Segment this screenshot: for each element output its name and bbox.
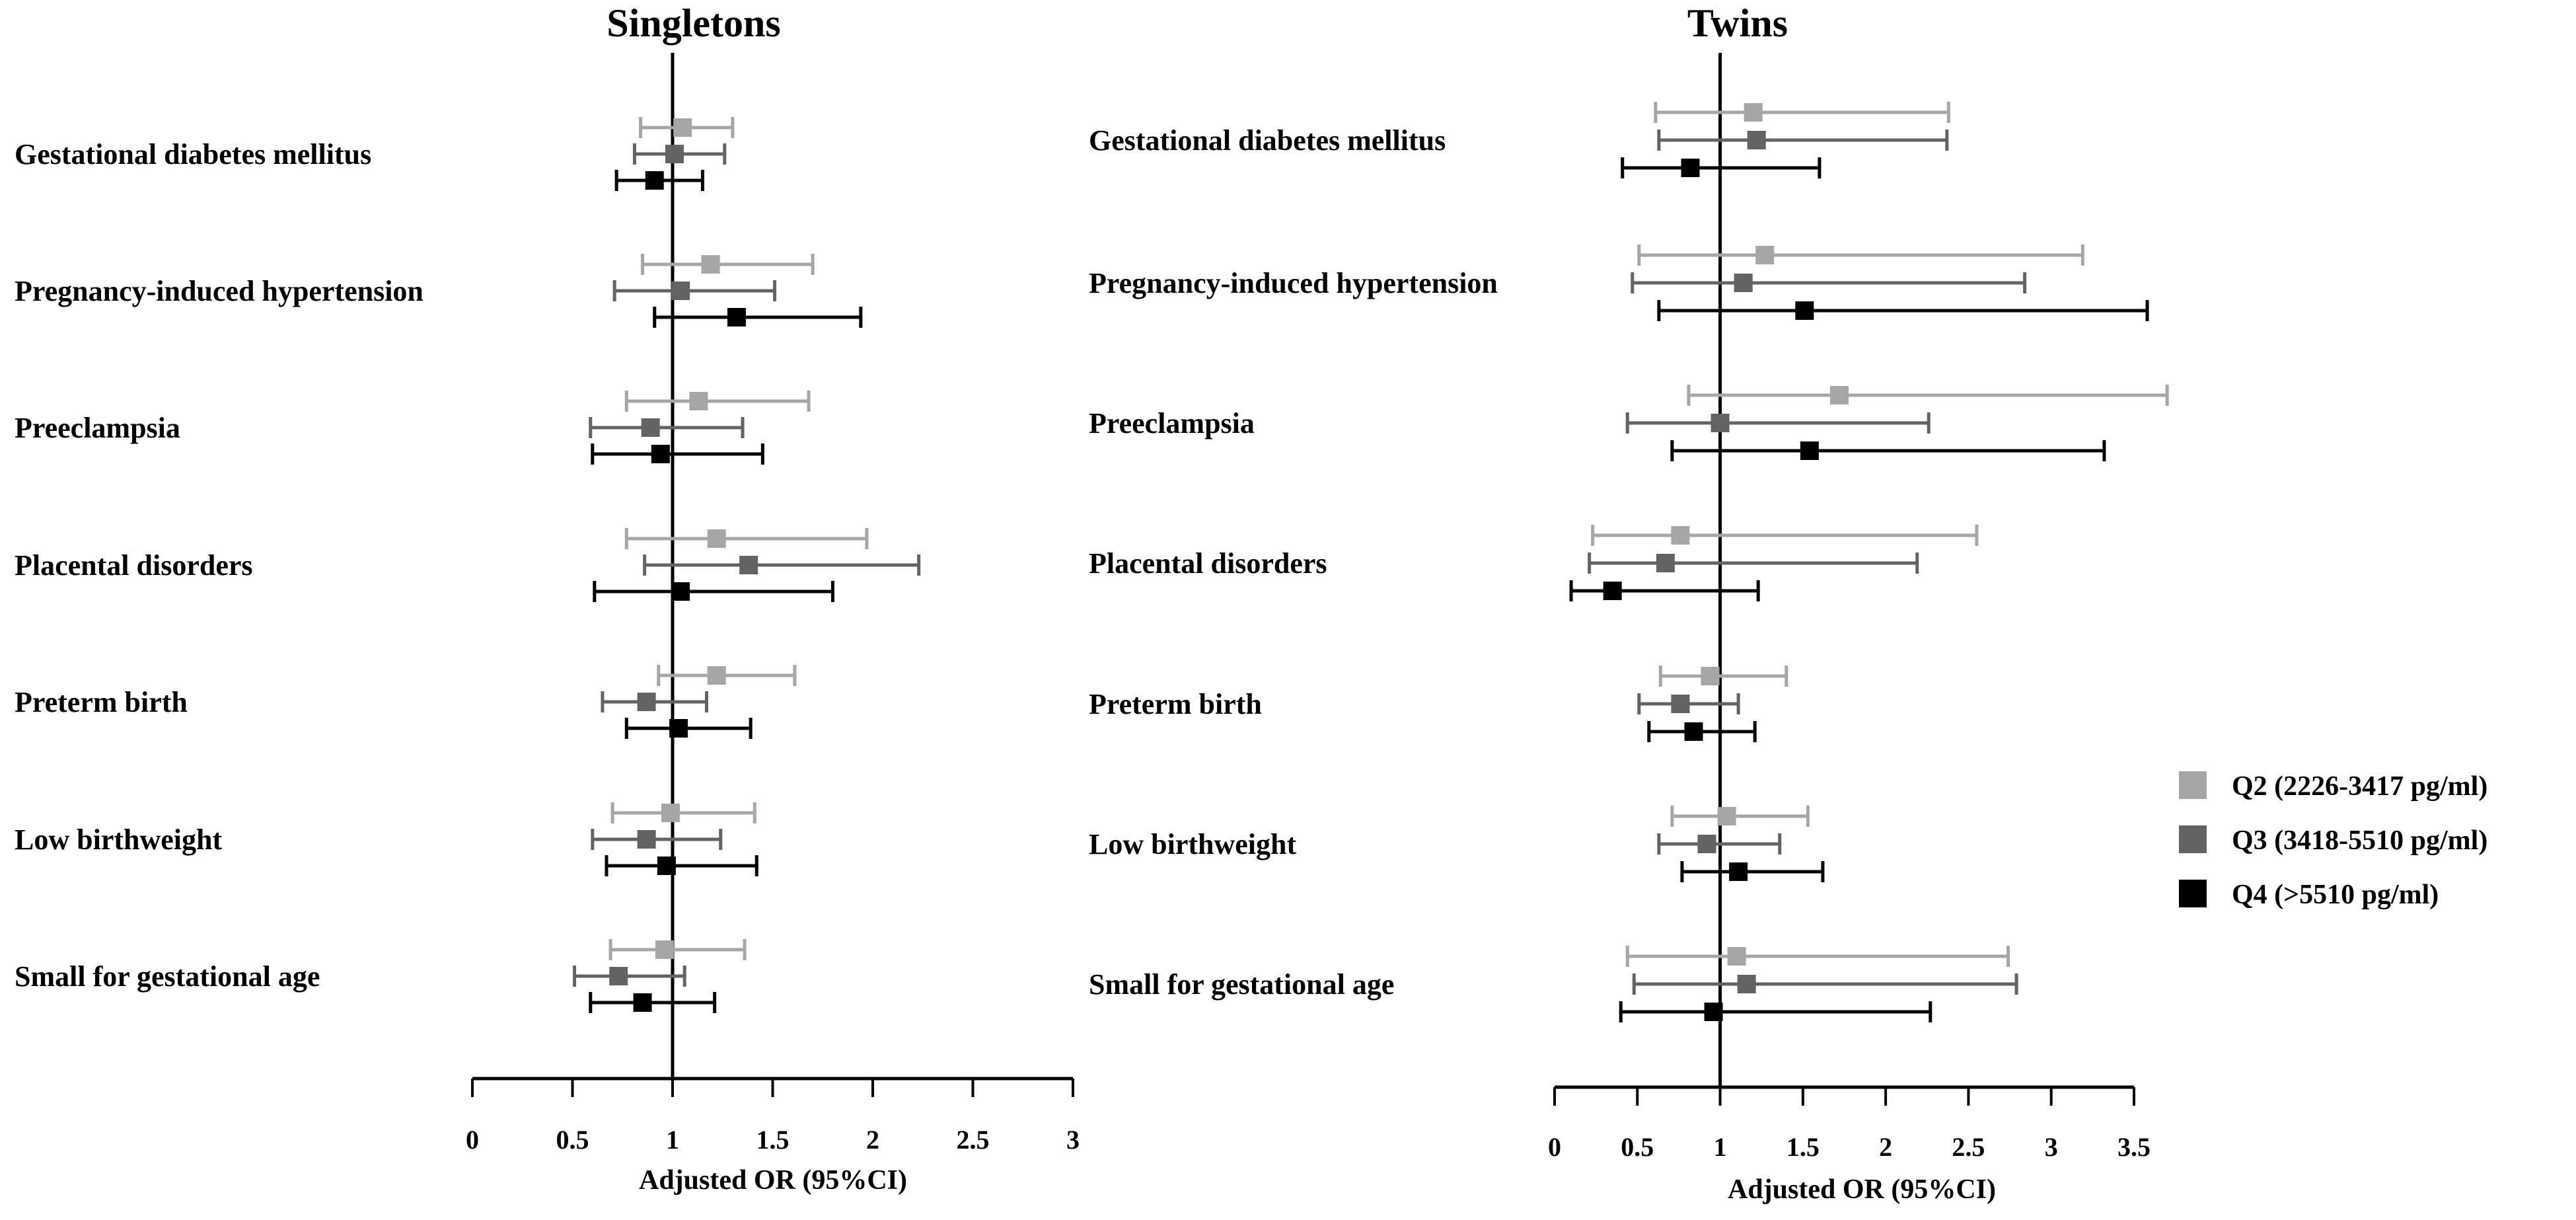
category-label-pregnancy-induced-hypertension: Pregnancy-induced hypertension xyxy=(15,275,423,307)
q3-low-birthweight-or-point xyxy=(637,830,656,849)
q4-gestational-diabetes-mellitus-or-point xyxy=(645,171,664,190)
x-tick-label: 2 xyxy=(866,1125,879,1155)
x-tick-label: 1 xyxy=(666,1125,679,1155)
q2-low-birthweight-or-point xyxy=(1717,807,1736,825)
q4-pregnancy-induced-hypertension-or-point xyxy=(727,308,746,326)
q2-low-birthweight-or-point xyxy=(661,804,680,822)
legend-swatch-q3 xyxy=(2179,825,2207,853)
q4-preterm-birth-or-point xyxy=(669,719,688,738)
category-label-gestational-diabetes-mellitus: Gestational diabetes mellitus xyxy=(1089,124,1446,157)
q4-preterm-birth-or-point xyxy=(1684,722,1703,741)
q3-low-birthweight-or-point xyxy=(1697,835,1716,853)
q4-small-for-gestational-age-or-point xyxy=(1704,1003,1723,1021)
legend-swatch-q4 xyxy=(2179,880,2207,907)
q3-pregnancy-induced-hypertension-or-point xyxy=(1734,274,1753,292)
x-tick-label: 0 xyxy=(466,1125,479,1155)
q3-gestational-diabetes-mellitus-or-point xyxy=(665,145,684,163)
category-label-preeclampsia: Preeclampsia xyxy=(15,412,180,444)
q3-small-for-gestational-age-or-point xyxy=(1737,975,1756,993)
q4-preeclampsia-or-point xyxy=(651,445,670,463)
category-label-low-birthweight: Low birthweight xyxy=(15,823,222,856)
q4-gestational-diabetes-mellitus-or-point xyxy=(1681,159,1700,177)
legend: Q2 (2226-3417 pg/ml) Q3 (3418-5510 pg/ml)… xyxy=(2179,771,2487,910)
x-tick-label: 3 xyxy=(1066,1125,1080,1155)
q3-pregnancy-induced-hypertension-or-point xyxy=(671,282,690,300)
singletons-panel: Singletons Gestational diabetes mellitus P… xyxy=(15,1,1080,1196)
x-tick-label: 2.5 xyxy=(957,1125,990,1155)
x-tick-label: 1.5 xyxy=(1786,1132,1820,1162)
category-label-preeclampsia: Preeclampsia xyxy=(1089,407,1255,439)
x-tick-label: 3 xyxy=(2045,1132,2058,1162)
x-tick-label: 1.5 xyxy=(756,1125,790,1155)
q4-preeclampsia-or-point xyxy=(1800,441,1819,460)
category-label-pregnancy-induced-hypertension: Pregnancy-induced hypertension xyxy=(1089,267,1498,299)
q3-preterm-birth-or-point xyxy=(1671,695,1690,713)
q3-placental-disorders-or-point xyxy=(739,556,758,574)
q3-placental-disorders-or-point xyxy=(1656,554,1675,572)
panel-title: Twins xyxy=(1687,1,1788,45)
q4-placental-disorders-or-point xyxy=(671,582,690,601)
q4-low-birthweight-or-point xyxy=(657,857,676,875)
legend-label-q4: Q4 (>5510 pg/ml) xyxy=(2232,880,2439,910)
q2-gestational-diabetes-mellitus-or-point xyxy=(673,118,692,137)
x-tick-label: 3.5 xyxy=(2117,1132,2151,1162)
q3-small-for-gestational-age-or-point xyxy=(609,967,628,985)
legend-swatch-q2 xyxy=(2179,771,2207,799)
q2-small-for-gestational-age-or-point xyxy=(655,940,674,959)
category-label-small-for-gestational-age: Small for gestational age xyxy=(15,960,320,993)
q2-placental-disorders-or-point xyxy=(707,529,726,548)
q2-placental-disorders-or-point xyxy=(1671,526,1690,545)
x-tick-label: 0.5 xyxy=(556,1125,589,1155)
panel-title: Singletons xyxy=(607,1,780,45)
q2-pregnancy-induced-hypertension-or-point xyxy=(1755,246,1775,264)
category-label-gestational-diabetes-mellitus: Gestational diabetes mellitus xyxy=(15,138,371,171)
q4-small-for-gestational-age-or-point xyxy=(633,993,652,1012)
twins-panel: Twins Gestational diabetes mellitus Pregna… xyxy=(1089,1,2169,1205)
q2-preterm-birth-or-point xyxy=(707,666,726,685)
q2-gestational-diabetes-mellitus-or-point xyxy=(1744,103,1763,122)
q3-gestational-diabetes-mellitus-or-point xyxy=(1747,131,1766,149)
category-label-placental-disorders: Placental disorders xyxy=(15,549,253,582)
q2-preeclampsia-or-point xyxy=(1829,386,1849,404)
category-label-placental-disorders: Placental disorders xyxy=(1089,547,1327,580)
x-tick-label: 2.5 xyxy=(1952,1132,1985,1162)
q3-preeclampsia-or-point xyxy=(1711,414,1730,432)
legend-label-q3: Q3 (3418-5510 pg/ml) xyxy=(2232,825,2487,856)
q2-preeclampsia-or-point xyxy=(689,392,708,410)
category-label-preterm-birth: Preterm birth xyxy=(1089,688,1262,720)
x-axis-label: Adjusted OR (95%CI) xyxy=(1728,1174,1996,1205)
x-tick-label: 0.5 xyxy=(1621,1132,1654,1162)
q4-pregnancy-induced-hypertension-or-point xyxy=(1795,301,1814,320)
q4-placental-disorders-or-point xyxy=(1603,582,1622,600)
q3-preterm-birth-or-point xyxy=(637,693,656,711)
x-tick-label: 2 xyxy=(1879,1132,1892,1162)
x-tick-label: 1 xyxy=(1714,1132,1727,1162)
legend-label-q2: Q2 (2226-3417 pg/ml) xyxy=(2232,771,2487,802)
category-label-small-for-gestational-age: Small for gestational age xyxy=(1089,968,1394,1001)
q2-small-for-gestational-age-or-point xyxy=(1727,947,1746,966)
q3-preeclampsia-or-point xyxy=(641,418,660,437)
q4-low-birthweight-or-point xyxy=(1729,862,1748,881)
category-label-preterm-birth: Preterm birth xyxy=(15,686,188,718)
category-label-low-birthweight: Low birthweight xyxy=(1089,828,1296,860)
q2-preterm-birth-or-point xyxy=(1701,667,1720,685)
x-axis-label: Adjusted OR (95%CI) xyxy=(639,1165,907,1196)
q2-pregnancy-induced-hypertension-or-point xyxy=(701,255,720,274)
x-tick-label: 0 xyxy=(1548,1132,1561,1162)
